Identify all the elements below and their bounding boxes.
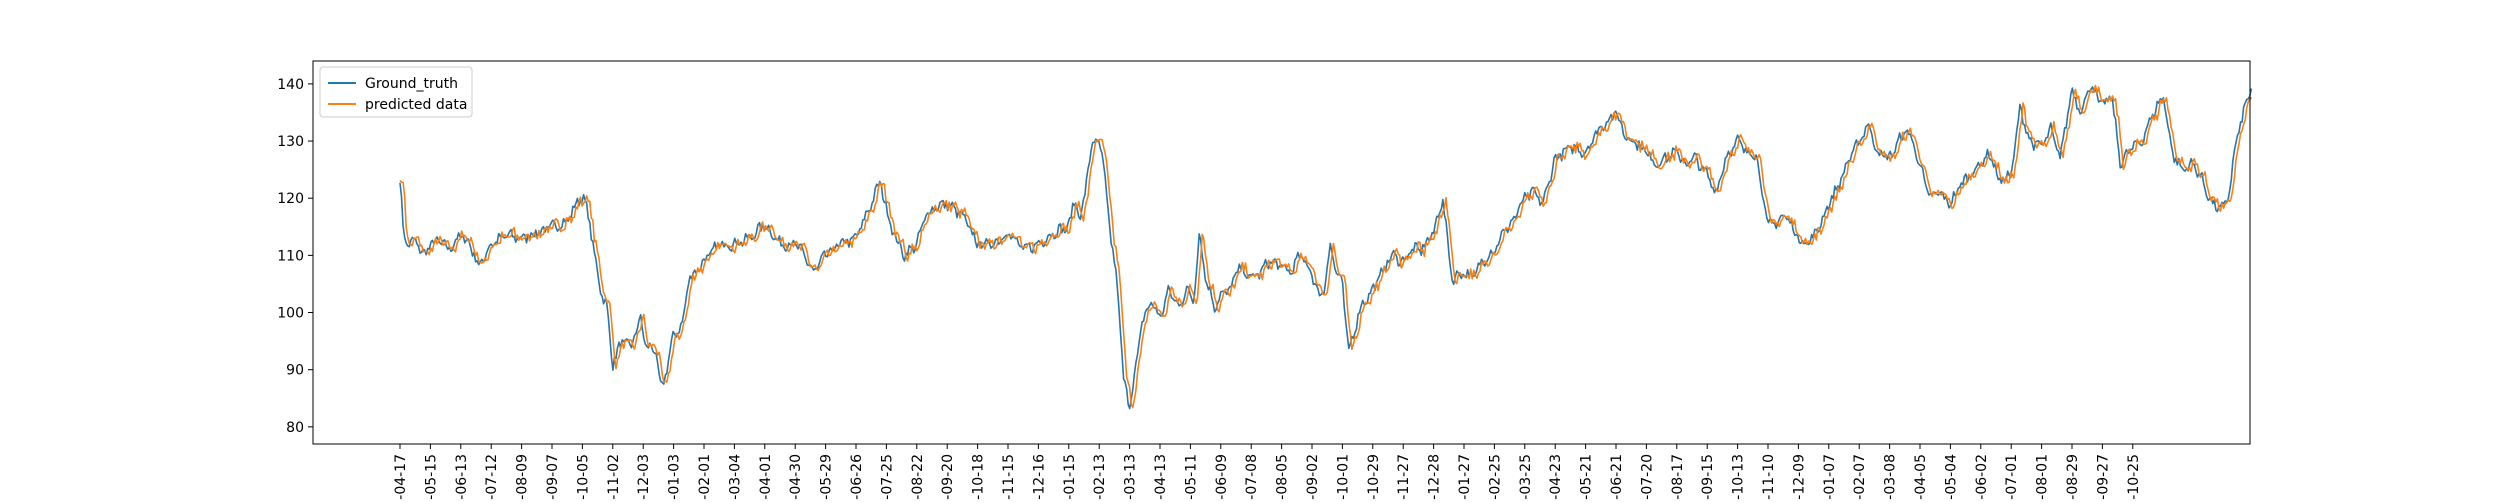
y-tick-label: 120 [277, 191, 304, 207]
x-tick-label: -09-07 [545, 454, 561, 500]
x-tick-label: -10-18 [971, 454, 987, 500]
x-tick-label: -04-23 [1548, 454, 1564, 500]
x-tick-label: -12-03 [636, 454, 652, 500]
x-tick-label: -06-02 [1974, 454, 1990, 500]
x-tick-label: -06-21 [1609, 454, 1625, 500]
y-tick-label: 80 [286, 420, 304, 436]
legend-label: predicted data [365, 97, 467, 113]
y-axis: 80 90 100 110 120 130 140 [277, 77, 313, 436]
x-tick-label: -01-03 [667, 454, 683, 500]
x-tick-label: -04-30 [788, 454, 804, 500]
x-tick-label: -11-27 [1396, 454, 1412, 500]
x-tick-label: -05-21 [1579, 454, 1595, 500]
x-tick-label: -10-25 [2126, 454, 2142, 500]
x-tick-label: -04-01 [758, 454, 774, 500]
x-tick-label: -05-15 [423, 454, 439, 500]
x-tick-label: -02-01 [697, 454, 713, 500]
series-layer [399, 84, 2253, 410]
x-tick-label: -09-20 [940, 454, 956, 500]
y-tick-label: 90 [286, 363, 304, 379]
legend-label: Ground_truth [365, 76, 458, 92]
x-axis: -04-17 -05-15 -06-13 -07-12 -08-09 -09-07 -10-… [393, 444, 2142, 500]
x-tick-label: -12-28 [1427, 454, 1443, 500]
x-tick-label: -03-08 [1883, 454, 1899, 500]
series-predicted-data-line [399, 84, 2253, 409]
x-tick-label: -05-29 [819, 454, 835, 500]
y-tick-label: 100 [277, 306, 304, 322]
x-tick-label: -10-29 [1366, 454, 1382, 500]
x-tick-label: -06-13 [454, 454, 470, 500]
y-tick-label: 130 [277, 134, 304, 150]
x-tick-label: -11-02 [606, 454, 622, 500]
x-tick-label: -09-27 [2095, 454, 2111, 500]
x-tick-label: -06-09 [1214, 454, 1230, 500]
x-tick-label: -12-09 [1791, 454, 1807, 500]
x-tick-label: -09-15 [1700, 454, 1716, 500]
x-tick-label: -08-22 [910, 454, 926, 500]
x-tick-label: -08-01 [2035, 454, 2051, 500]
x-tick-label: -07-08 [1244, 454, 1260, 500]
legend-box [319, 66, 473, 118]
x-tick-label: -11-15 [1001, 454, 1017, 500]
x-tick-label: -05-04 [1943, 454, 1959, 500]
x-tick-label: -08-17 [1670, 454, 1686, 500]
x-tick-label: -01-07 [1822, 454, 1838, 500]
x-tick-label: -07-01 [2004, 454, 2020, 500]
x-tick-label: -03-13 [1123, 454, 1139, 500]
x-tick-label: -05-11 [1183, 454, 1199, 500]
x-tick-label: -10-01 [1335, 454, 1351, 500]
legend: Ground_truth predicted data [319, 66, 473, 118]
y-tick-label: 140 [277, 77, 304, 93]
x-tick-label: -01-27 [1457, 454, 1473, 500]
y-tick-label: 110 [277, 248, 304, 264]
x-tick-label: -03-25 [1518, 454, 1534, 500]
x-tick-label: -03-04 [727, 454, 743, 500]
x-tick-label: -10-05 [575, 454, 591, 500]
x-tick-label: -02-07 [1852, 454, 1868, 500]
x-tick-label: -04-13 [1153, 454, 1169, 500]
x-tick-label: -08-29 [2065, 454, 2081, 500]
x-tick-label: -06-26 [849, 454, 865, 500]
plot-frame [312, 60, 2251, 445]
x-tick-label: -09-02 [1305, 454, 1321, 500]
x-tick-label: -02-13 [1092, 454, 1108, 500]
x-tick-label: -02-25 [1487, 454, 1503, 500]
x-tick-label: -12-16 [1031, 454, 1047, 500]
x-tick-label: -10-13 [1731, 454, 1747, 500]
x-tick-label: -07-20 [1639, 454, 1655, 500]
x-tick-label: -11-10 [1761, 454, 1777, 500]
x-tick-label: -07-12 [484, 454, 500, 500]
x-tick-label: -04-05 [1913, 454, 1929, 500]
x-tick-label: -04-17 [393, 454, 409, 500]
x-tick-label: -08-09 [515, 454, 531, 500]
x-tick-label: -08-05 [1275, 454, 1291, 500]
x-tick-label: -01-15 [1062, 454, 1078, 500]
x-tick-label: -07-25 [879, 454, 895, 500]
